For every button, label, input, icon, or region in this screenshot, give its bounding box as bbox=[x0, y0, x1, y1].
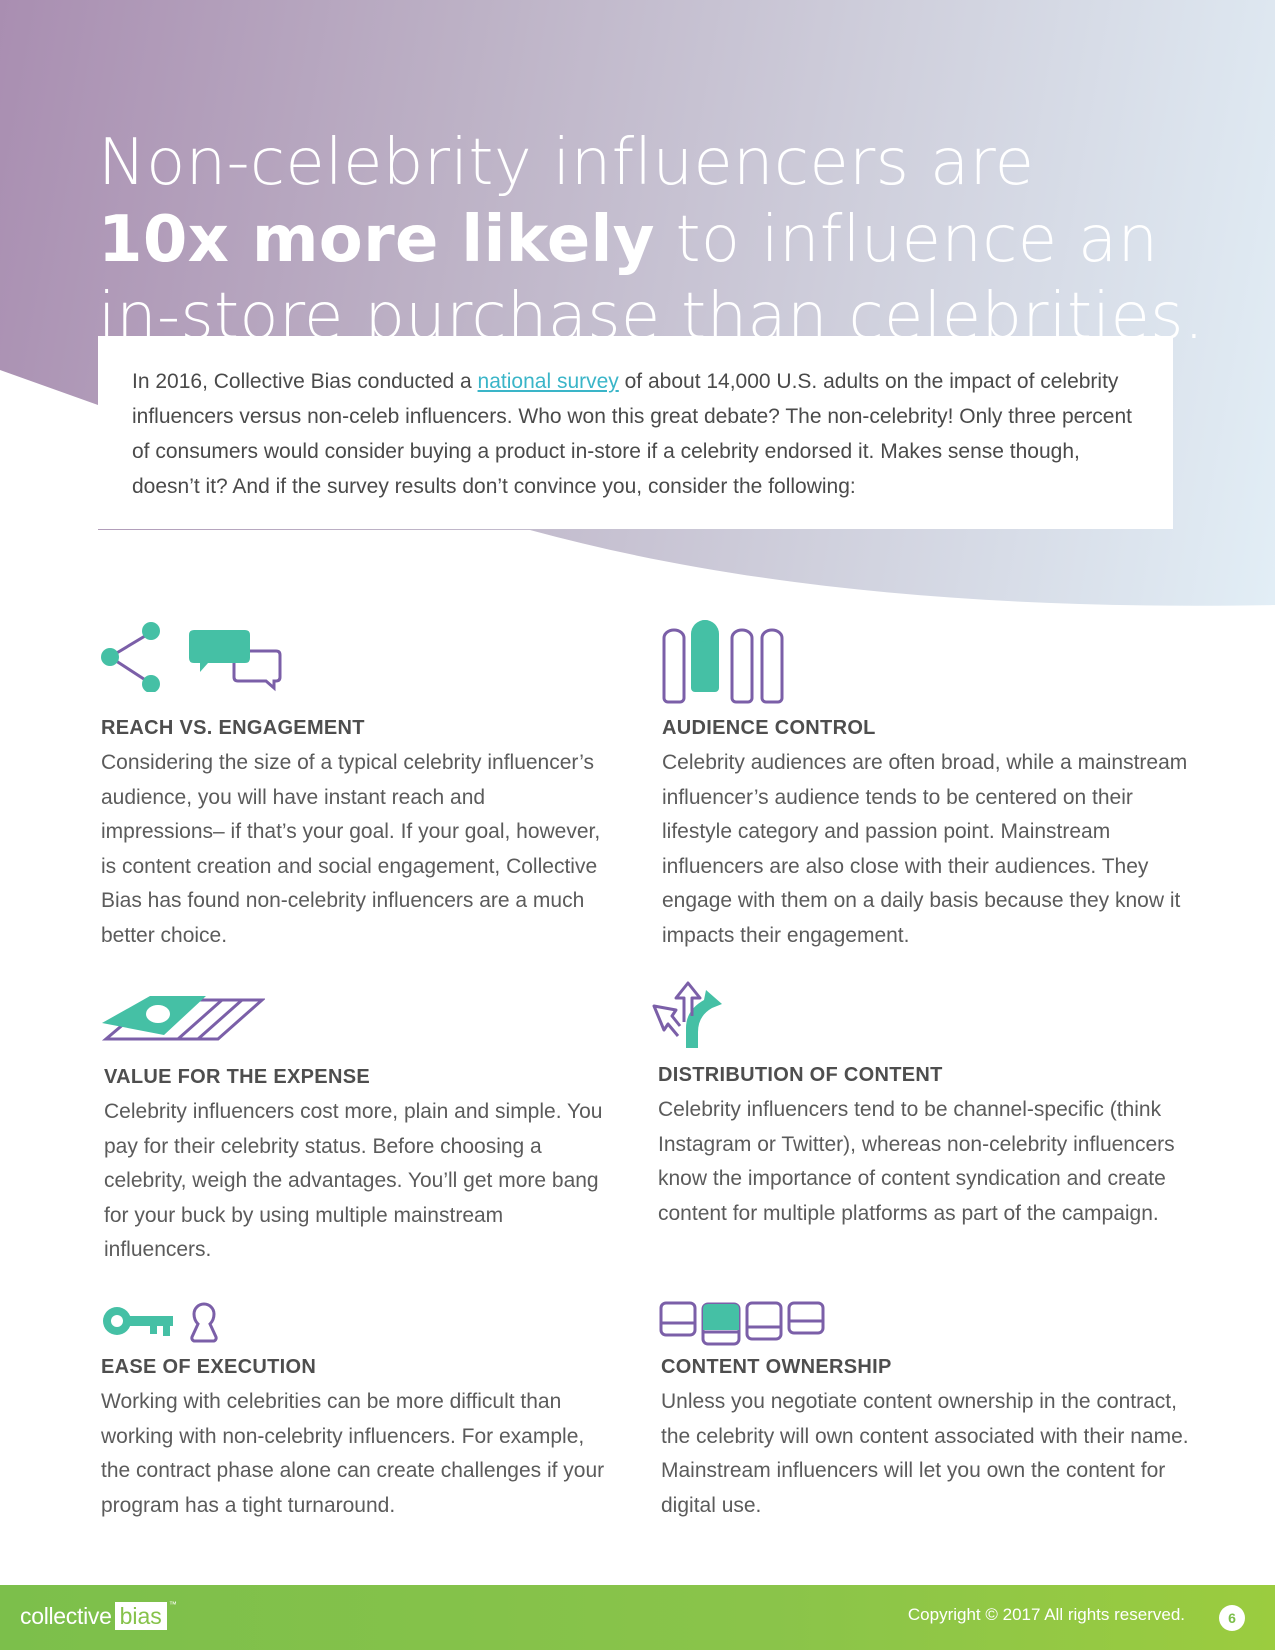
content-boxes-icon bbox=[659, 1301, 825, 1346]
section-body: Working with celebrities can be more dif… bbox=[101, 1390, 605, 1517]
section-distribution-of-content: DISTRIBUTION OF CONTENT Celebrity influe… bbox=[658, 1061, 1198, 1231]
logo-text-bias: bias bbox=[114, 1602, 167, 1630]
key-and-keyhole-icon bbox=[103, 1302, 218, 1343]
share-and-chat-icon bbox=[101, 622, 282, 692]
section-reach-vs-engagement: REACH VS. ENGAGEMENT Considering the siz… bbox=[101, 714, 611, 953]
headline-line-2: 10x more likely to influence an bbox=[98, 202, 1248, 279]
page-headline: Non-celebrity influencers are 10x more l… bbox=[98, 125, 1248, 356]
section-audience-control: AUDIENCE CONTROL Celebrity audiences are… bbox=[662, 714, 1202, 953]
money-bills-icon bbox=[101, 996, 265, 1041]
headline-emphasis: 10x more likely bbox=[98, 202, 655, 277]
section-title: DISTRIBUTION OF CONTENT bbox=[658, 1064, 943, 1086]
section-title: CONTENT OWNERSHIP bbox=[661, 1356, 892, 1378]
section-value-for-the-expense: VALUE FOR THE EXPENSE Celebrity influenc… bbox=[104, 1063, 604, 1268]
section-ease-of-execution: EASE OF EXECUTION Working with celebriti… bbox=[101, 1353, 611, 1523]
section-body: Celebrity audiences are often broad, whi… bbox=[662, 751, 1188, 947]
headline-line-1: Non-celebrity influencers are bbox=[98, 125, 1035, 200]
section-body: Celebrity influencers tend to be channel… bbox=[658, 1098, 1175, 1225]
hero-white-curve bbox=[0, 370, 1275, 640]
collective-bias-logo[interactable]: collective bias ™ bbox=[20, 1600, 177, 1632]
intro-paragraph: In 2016, Collective Bias conducted a nat… bbox=[98, 336, 1173, 529]
section-content-ownership: CONTENT OWNERSHIP Unless you negotiate c… bbox=[661, 1353, 1201, 1523]
page-footer: collective bias ™ Copyright © 2017 All r… bbox=[0, 1585, 1275, 1650]
section-title: EASE OF EXECUTION bbox=[101, 1356, 317, 1378]
section-body: Celebrity influencers cost more, plain a… bbox=[104, 1100, 603, 1261]
section-body: Considering the size of a typical celebr… bbox=[101, 751, 601, 947]
diverging-arrows-icon bbox=[652, 981, 722, 1048]
headline-line-2-rest: to influence an bbox=[654, 202, 1159, 277]
section-body: Unless you negotiate content ownership i… bbox=[661, 1390, 1189, 1517]
logo-trademark: ™ bbox=[168, 1600, 177, 1609]
section-title: VALUE FOR THE EXPENSE bbox=[104, 1066, 370, 1088]
logo-text-collective: collective bbox=[20, 1602, 112, 1629]
copyright-notice: Copyright © 2017 All rights reserved. bbox=[907, 1605, 1185, 1624]
section-title: REACH VS. ENGAGEMENT bbox=[101, 717, 365, 739]
national-survey-link[interactable]: national survey bbox=[477, 370, 619, 393]
intro-text-end: of about 14,000 U.S. adults on the impac… bbox=[132, 370, 1132, 498]
people-group-icon bbox=[662, 620, 784, 704]
intro-text-start: In 2016, Collective Bias conducted a bbox=[132, 370, 478, 393]
page-number: 6 bbox=[1219, 1605, 1245, 1631]
section-title: AUDIENCE CONTROL bbox=[662, 717, 876, 739]
